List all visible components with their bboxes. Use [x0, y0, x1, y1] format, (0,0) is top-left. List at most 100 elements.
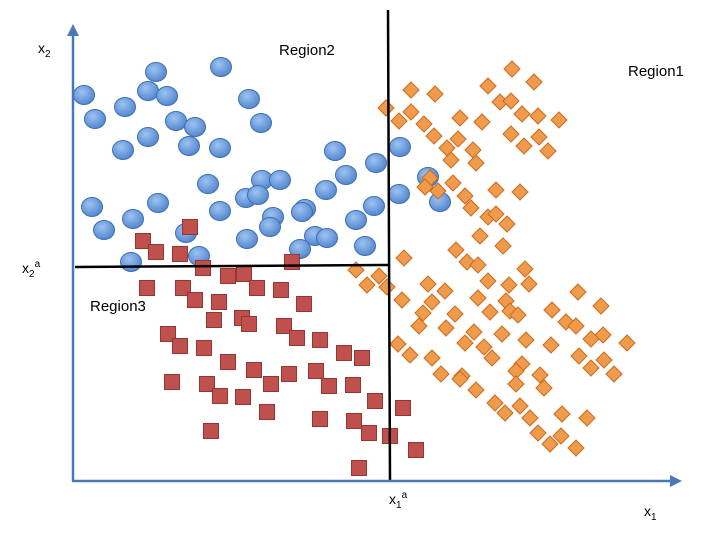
circle-point	[363, 196, 385, 216]
diamond-point	[416, 178, 434, 196]
square-point	[182, 219, 198, 235]
diamond-point	[389, 335, 407, 353]
square-point	[367, 393, 383, 409]
circle-point	[73, 85, 95, 105]
diamond-point	[530, 128, 548, 146]
diamond-point	[432, 365, 450, 383]
square-point	[220, 268, 236, 284]
circle-point	[120, 252, 142, 272]
circle-point	[147, 193, 169, 213]
diamond-point	[550, 111, 568, 129]
square-point	[246, 362, 262, 378]
diamond-point	[426, 85, 444, 103]
diamond-point	[446, 305, 464, 323]
x1-axis-label: x1	[644, 503, 657, 523]
diamond-point	[410, 317, 428, 335]
square-point	[281, 366, 297, 382]
circle-point	[389, 137, 411, 157]
diamond-point	[509, 306, 527, 324]
diamond-point	[449, 130, 467, 148]
square-point	[321, 378, 337, 394]
square-point	[312, 332, 328, 348]
circle-point	[137, 81, 159, 101]
square-point	[273, 282, 289, 298]
square-point	[172, 338, 188, 354]
diamond-point	[503, 60, 521, 78]
circle-point	[291, 202, 313, 222]
circle-point	[247, 185, 269, 205]
diamond-point	[541, 435, 559, 453]
square-point	[235, 389, 251, 405]
diamond-point	[543, 301, 561, 319]
diamond-point	[515, 137, 533, 155]
x1a-threshold-label: x1a	[389, 490, 408, 511]
square-point	[354, 350, 370, 366]
square-point	[196, 340, 212, 356]
square-point	[259, 404, 275, 420]
diamond-point	[487, 181, 505, 199]
diamond-point	[444, 174, 462, 192]
circle-point	[112, 140, 134, 160]
square-point	[249, 280, 265, 296]
diamond-point	[535, 379, 553, 397]
square-point	[308, 363, 324, 379]
diamond-point	[511, 183, 529, 201]
region3-square-points	[135, 219, 424, 476]
diamond-point	[582, 359, 600, 377]
circle-point	[156, 86, 178, 106]
square-point	[408, 442, 424, 458]
circle-point	[165, 111, 187, 131]
diamond-point	[570, 347, 588, 365]
circle-point	[114, 97, 136, 117]
diamond-point	[493, 325, 511, 343]
diamond-point	[500, 276, 518, 294]
circle-point	[269, 170, 291, 190]
diamond-point	[517, 331, 535, 349]
circle-point	[250, 113, 272, 133]
x2a-threshold-label: x2a	[22, 259, 41, 280]
square-point	[346, 413, 362, 429]
square-point	[361, 425, 377, 441]
square-point	[220, 354, 236, 370]
square-point	[351, 460, 367, 476]
circle-point	[84, 109, 106, 129]
diamond-point	[595, 351, 613, 369]
square-point	[276, 318, 292, 334]
square-point	[212, 388, 228, 404]
diamond-point	[465, 323, 483, 341]
diamond-point	[370, 267, 388, 285]
circle-point	[388, 184, 410, 204]
region2-label: Region2	[279, 42, 335, 59]
diamond-point	[578, 409, 596, 427]
diamond-point	[429, 182, 447, 200]
square-point	[164, 374, 180, 390]
square-point	[172, 246, 188, 262]
diamond-point	[436, 282, 454, 300]
diamond-point	[425, 127, 443, 145]
diamond-point	[531, 366, 549, 384]
diamond-point	[475, 338, 493, 356]
diamond-point	[513, 105, 531, 123]
horizontal-boundary-x2a	[74, 263, 389, 269]
diamond-point	[486, 394, 504, 412]
square-point	[395, 400, 411, 416]
square-point	[203, 423, 219, 439]
square-point	[199, 376, 215, 392]
circle-point	[365, 153, 387, 173]
diamond-point	[592, 297, 610, 315]
x-axis-arrowhead	[670, 475, 682, 487]
square-point	[211, 294, 227, 310]
diamond-point	[456, 187, 474, 205]
diamond-point	[525, 73, 543, 91]
square-point	[263, 376, 279, 392]
circle-point	[316, 228, 338, 248]
diamond-point	[496, 404, 514, 422]
diamond-point	[447, 241, 465, 259]
diamond-point	[437, 319, 455, 337]
diamond-point	[469, 256, 487, 274]
region3-label: Region3	[90, 298, 146, 315]
diamond-point	[511, 397, 529, 415]
diamond-point	[481, 303, 499, 321]
square-point	[241, 316, 257, 332]
square-point	[284, 254, 300, 270]
